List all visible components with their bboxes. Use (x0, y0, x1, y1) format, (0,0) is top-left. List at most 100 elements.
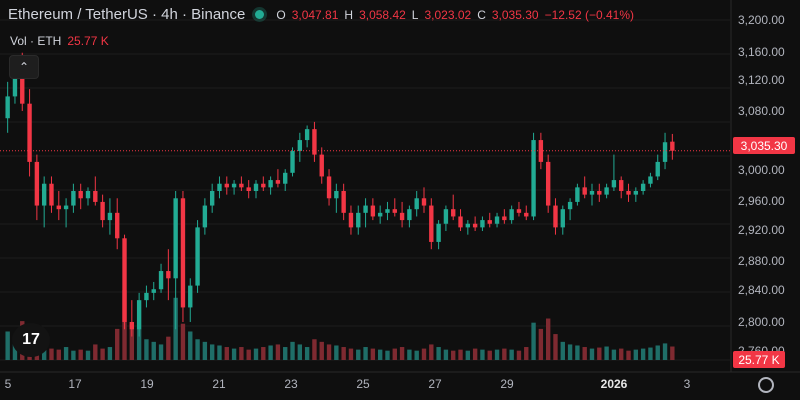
candle-body (312, 129, 317, 155)
volume-bar (670, 346, 675, 360)
change-value: −12.52 (−0.41%) (544, 7, 634, 22)
volume-bar (662, 343, 668, 360)
candle-body (41, 183, 47, 206)
volume-bar (180, 323, 186, 360)
volume-bar (115, 328, 120, 360)
candle-body (545, 161, 551, 206)
candle-body (589, 191, 595, 195)
candle-body (71, 191, 76, 206)
ohlc-values: O 3,047.81 H 3,058.42 L 3,023.02 C 3,035.30 … (276, 8, 634, 22)
candle-body (553, 205, 558, 228)
volume-bar (253, 348, 259, 360)
volume-bar (436, 347, 441, 360)
candle-body (421, 198, 427, 206)
time-tick-label: 29 (500, 377, 514, 391)
collapse-button[interactable]: ⌃ (9, 55, 39, 79)
time-tick-label: 3 (683, 377, 691, 391)
close-value: 3,035.30 (491, 7, 539, 22)
candle-body (136, 300, 142, 330)
volume-bar (319, 341, 324, 360)
low-value: 3,023.02 (424, 7, 472, 22)
volume-bar (334, 345, 339, 360)
volume-bar (575, 345, 580, 360)
volume-bar (136, 328, 142, 360)
high-key: H (344, 7, 354, 22)
volume-bar (626, 350, 631, 360)
candle-body (436, 223, 441, 242)
last-price-tag: 3,035.30 (733, 137, 795, 154)
candle-body (385, 209, 390, 213)
candle-body (78, 191, 83, 199)
volume-bar (443, 349, 449, 360)
candle-body (597, 191, 602, 195)
candle-body (662, 142, 668, 162)
volume-bar (597, 347, 602, 360)
volume-bar (297, 344, 303, 360)
volume-bar (100, 348, 105, 360)
volume-bar (85, 350, 91, 360)
candle-body (480, 220, 485, 228)
candle-body (49, 183, 54, 206)
volume-bar (166, 336, 171, 360)
candle-body (363, 205, 368, 213)
candle-body (377, 212, 383, 217)
candle-body (209, 191, 215, 206)
candle-body (239, 183, 244, 188)
time-tick-label: 21 (212, 377, 226, 391)
volume-bar (188, 331, 193, 360)
candle-body (560, 209, 565, 228)
volume-bar (275, 344, 281, 360)
candle-body (458, 216, 463, 228)
price-tick-label: 3,120.00 (738, 73, 785, 87)
candle-body (655, 161, 660, 177)
volume-bar (348, 348, 354, 360)
volume-bar (655, 345, 660, 360)
volume-bar (545, 318, 551, 360)
candle-body (531, 140, 536, 217)
candle-body (414, 198, 419, 210)
candle-body (509, 209, 514, 221)
chevron-up-icon: ⌃ (18, 60, 30, 74)
volume-bar (195, 339, 200, 360)
candle-body (107, 212, 113, 221)
volume-bar (246, 349, 251, 360)
volume-bar (502, 348, 507, 360)
candle-body (158, 271, 164, 290)
candle-body (487, 220, 492, 224)
tradingview-logo-icon[interactable]: 17 (12, 323, 50, 357)
price-tick-label: 2,920.00 (738, 223, 785, 237)
candle-body (180, 198, 186, 308)
settings-icon[interactable] (758, 377, 774, 393)
volume-bar (239, 347, 244, 360)
candle-body (451, 209, 456, 217)
market-status-dot[interactable] (255, 10, 265, 19)
time-tick-label: 5 (4, 377, 12, 391)
candle-body (202, 205, 208, 228)
symbol-title[interactable]: Ethereum / TetherUS · 4h · Binance (8, 6, 246, 23)
volume-bar (304, 347, 310, 360)
candle-body (27, 103, 32, 162)
volume-bar (202, 341, 208, 360)
volume-bar (619, 348, 624, 360)
low-key: L (411, 7, 419, 22)
candle-body (334, 191, 339, 199)
volume-bar (451, 350, 456, 360)
time-tick-label: 2026 (600, 377, 628, 391)
candle-body (356, 212, 361, 228)
candle-body (115, 212, 120, 239)
candle-body (100, 201, 105, 221)
volume-label[interactable]: Vol · ETH (10, 34, 62, 48)
candle-body (246, 187, 251, 191)
candle-body (648, 176, 653, 184)
candle-body (516, 209, 522, 213)
volume-bar (283, 347, 288, 360)
volume-bar (231, 348, 237, 360)
candle-body (217, 183, 222, 191)
volume-bar (589, 348, 595, 360)
volume-bar (640, 348, 646, 360)
candle-body (319, 154, 324, 177)
price-tick-label: 3,080.00 (738, 104, 785, 118)
volume-bar (487, 350, 492, 360)
